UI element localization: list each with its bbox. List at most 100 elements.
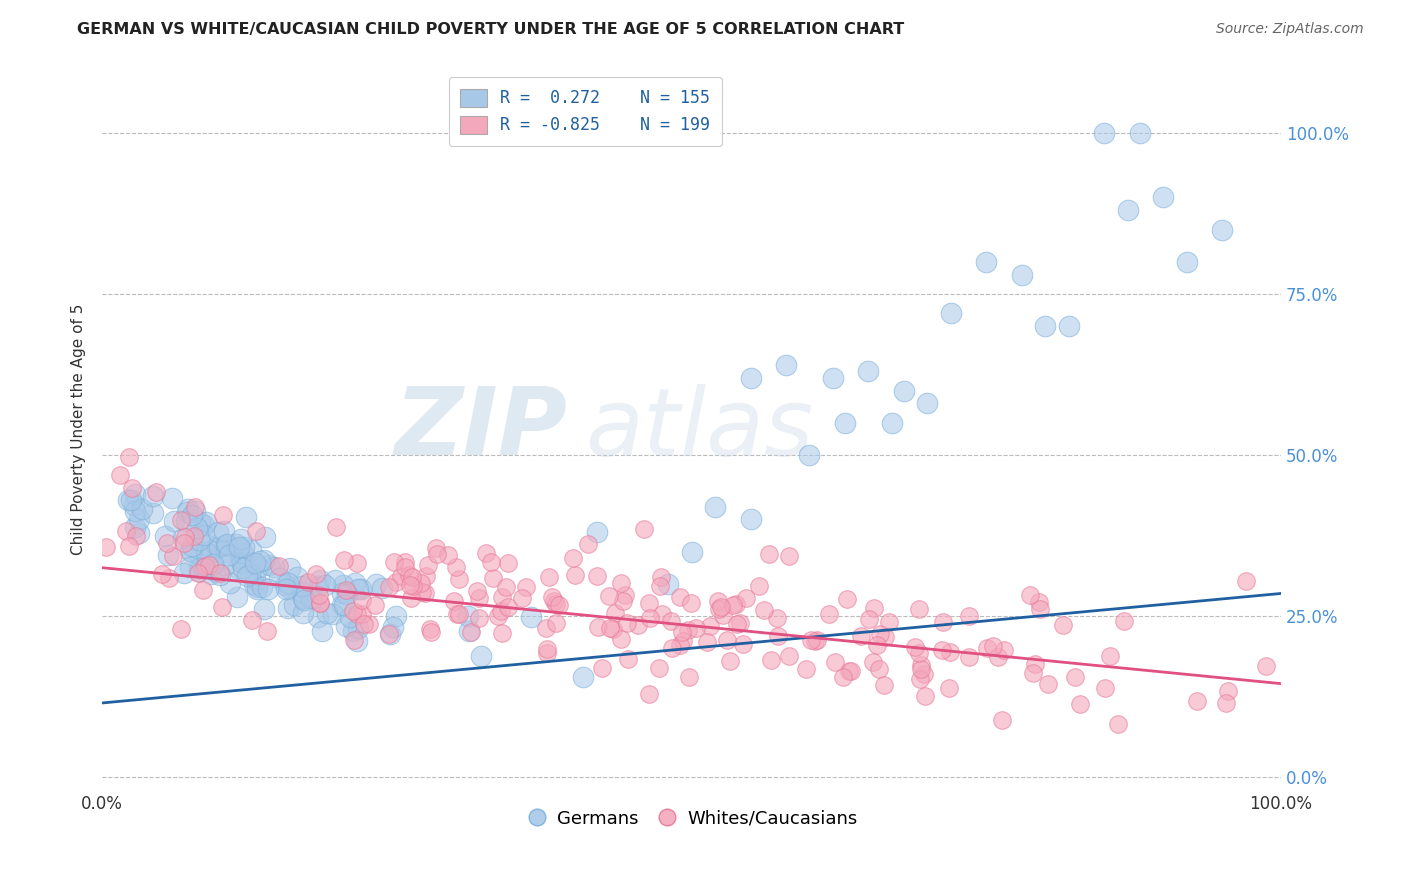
Point [257, 582, 280, 596]
Point [678, 670, 700, 684]
Point [572, 670, 595, 684]
Point [491, 590, 513, 604]
Point [993, 643, 1015, 657]
Y-axis label: Child Poverty Under the Age of 5: Child Poverty Under the Age of 5 [72, 303, 86, 555]
Point [586, 620, 609, 634]
Point [162, 491, 184, 505]
Point [991, 713, 1014, 727]
Point [333, 598, 356, 612]
Point [486, 609, 509, 624]
Point [475, 546, 498, 560]
Point [981, 639, 1004, 653]
Point [576, 536, 599, 550]
Point [195, 515, 218, 529]
Point [457, 608, 479, 623]
Point [537, 570, 560, 584]
Point [118, 539, 141, 553]
Point [638, 611, 661, 625]
Point [598, 589, 620, 603]
Point [520, 610, 543, 624]
Point [212, 524, 235, 538]
Point [1185, 694, 1208, 708]
Point [176, 505, 198, 519]
Point [150, 567, 173, 582]
Point [804, 634, 827, 648]
Point [253, 530, 276, 544]
Point [910, 658, 932, 673]
Point [838, 665, 860, 679]
Point [657, 576, 679, 591]
Point [342, 624, 364, 638]
Point [307, 609, 329, 624]
Point [114, 524, 136, 538]
Point [420, 625, 443, 640]
Point [195, 545, 218, 559]
Point [239, 566, 262, 581]
Point [536, 646, 558, 660]
Point [1098, 648, 1121, 663]
Point [491, 604, 513, 618]
Point [1057, 319, 1080, 334]
Point [187, 533, 209, 547]
Point [240, 614, 263, 628]
Point [157, 571, 180, 585]
Point [291, 584, 314, 599]
Point [650, 570, 672, 584]
Point [672, 633, 695, 648]
Point [314, 578, 336, 592]
Point [131, 502, 153, 516]
Point [172, 532, 194, 546]
Point [704, 500, 727, 514]
Point [219, 575, 242, 590]
Point [766, 610, 789, 624]
Point [917, 396, 939, 410]
Point [187, 564, 209, 578]
Point [638, 687, 661, 701]
Point [868, 662, 890, 676]
Point [245, 556, 267, 570]
Point [181, 545, 204, 559]
Point [277, 581, 299, 595]
Point [378, 580, 401, 594]
Point [197, 538, 219, 552]
Point [399, 591, 422, 605]
Point [256, 624, 278, 638]
Point [198, 558, 221, 572]
Point [382, 620, 405, 634]
Point [352, 607, 374, 622]
Point [1116, 203, 1139, 218]
Point [173, 536, 195, 550]
Point [548, 598, 571, 612]
Point [200, 567, 222, 582]
Point [839, 664, 862, 678]
Point [232, 540, 254, 554]
Point [292, 591, 315, 606]
Point [716, 632, 738, 647]
Point [194, 558, 217, 573]
Point [401, 570, 423, 584]
Point [681, 544, 703, 558]
Point [188, 549, 211, 564]
Point [669, 638, 692, 652]
Point [346, 556, 368, 570]
Point [193, 527, 215, 541]
Point [108, 467, 131, 482]
Point [409, 575, 432, 590]
Point [350, 582, 373, 596]
Point [908, 602, 931, 616]
Point [245, 524, 267, 538]
Point [541, 591, 564, 605]
Point [710, 600, 733, 615]
Point [651, 607, 673, 622]
Point [718, 654, 741, 668]
Point [173, 566, 195, 581]
Point [957, 609, 980, 624]
Point [510, 591, 533, 605]
Point [470, 649, 492, 664]
Point [758, 547, 780, 561]
Point [862, 656, 884, 670]
Point [821, 370, 844, 384]
Point [449, 607, 471, 621]
Text: Source: ZipAtlas.com: Source: ZipAtlas.com [1216, 22, 1364, 37]
Point [733, 637, 755, 651]
